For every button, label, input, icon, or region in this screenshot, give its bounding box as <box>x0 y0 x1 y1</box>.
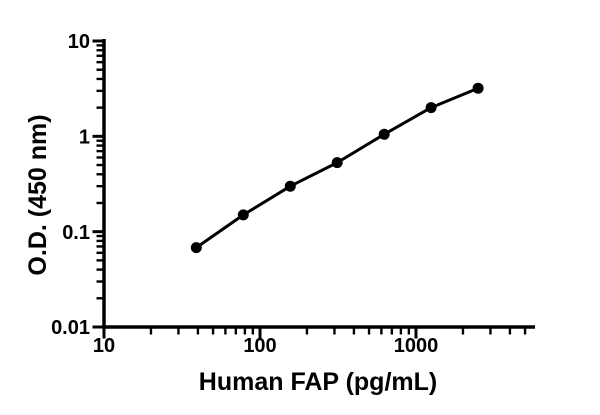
y-axis-tick-label: 1 <box>79 127 90 149</box>
y-axis-tick-label: 0.1 <box>62 222 90 244</box>
y-axis-tick-label: 10 <box>68 31 90 53</box>
data-point-marker <box>378 128 390 140</box>
data-point-marker <box>284 180 296 192</box>
x-axis-tick-label: 100 <box>243 335 276 357</box>
data-point-marker <box>190 242 202 254</box>
x-axis-tick-label: 1000 <box>394 335 439 357</box>
y-axis-title: O.D. (450 nm) <box>24 114 52 275</box>
data-point-marker <box>425 102 437 114</box>
y-axis-tick-label: 0.01 <box>51 317 90 339</box>
x-axis-title: Human FAP (pg/mL) <box>199 368 437 396</box>
data-point-marker <box>237 209 249 221</box>
x-axis-tick-label: 10 <box>93 335 115 357</box>
data-point-marker <box>472 82 484 94</box>
data-point-marker <box>331 157 343 169</box>
